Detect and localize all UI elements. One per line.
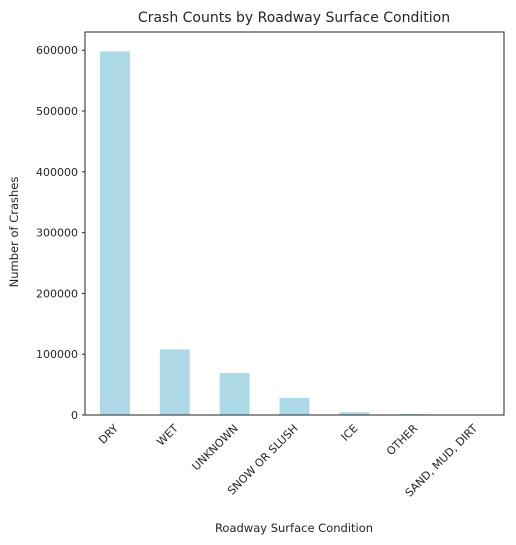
x-axis-label: Roadway Surface Condition [215, 521, 373, 535]
x-tick-label: WET [154, 422, 181, 449]
bar-snow-or-slush [279, 397, 310, 415]
y-tick-label: 500000 [36, 105, 78, 118]
plot-frame [84, 31, 505, 416]
bar-dry [99, 51, 130, 415]
y-tick-label: 200000 [36, 287, 78, 300]
y-axis-label: Number of Crashes [7, 177, 21, 288]
plot-area: 0 100000 200000 300000 400000 500000 600000 DRY… [36, 44, 490, 499]
y-tick-label: 300000 [36, 227, 78, 240]
x-tick-label: OTHER [384, 422, 420, 458]
x-tick-label: ICE [339, 422, 361, 444]
x-tick-label: DRY [96, 422, 121, 447]
bar-ice [339, 412, 370, 415]
y-tick-label: 100000 [36, 348, 78, 361]
bar-unknown [219, 373, 250, 415]
chart-title: Crash Counts by Roadway Surface Conditio… [138, 10, 450, 26]
x-tick-label: UNKNOWN [189, 422, 240, 473]
y-tick-label: 0 [71, 409, 78, 422]
y-tick-label: 600000 [36, 44, 78, 57]
y-tick-label: 400000 [36, 166, 78, 179]
bar-wet [159, 349, 190, 415]
